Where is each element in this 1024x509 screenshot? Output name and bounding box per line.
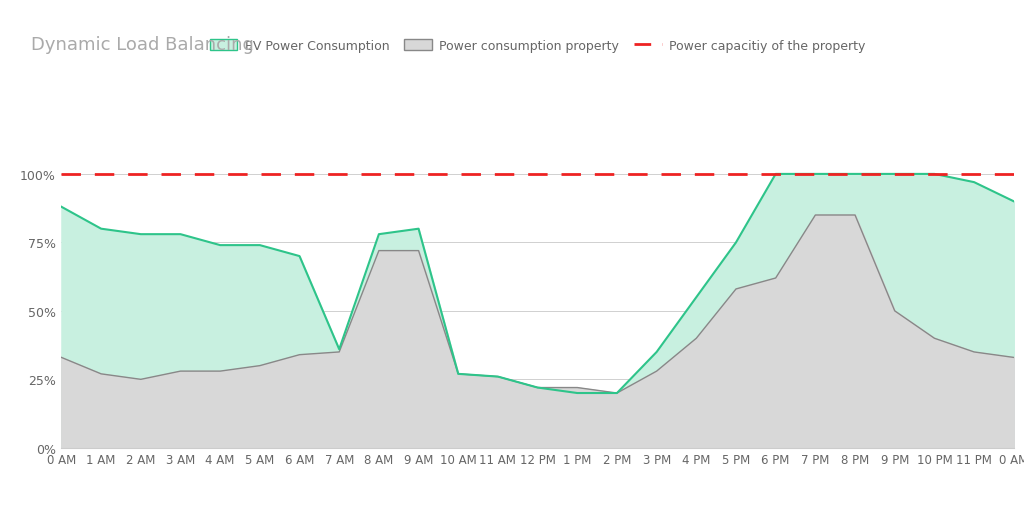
Text: Dynamic Load Balancing: Dynamic Load Balancing [31, 36, 254, 53]
Legend: EV Power Consumption, Power consumption property, Power capacitiy of the propert: EV Power Consumption, Power consumption … [205, 35, 870, 58]
